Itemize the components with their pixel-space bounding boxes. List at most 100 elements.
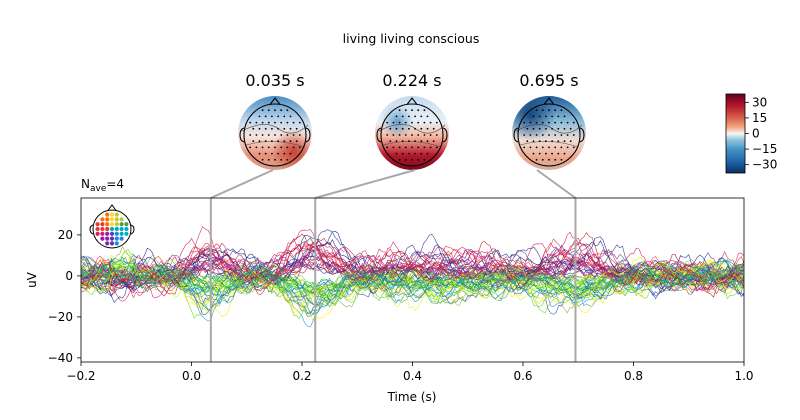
sensor-dot [426,152,429,155]
topomap-contour [515,124,583,134]
sensor-dot [264,127,267,130]
channel-trace [81,264,744,299]
sensor-dot [258,140,261,143]
sensor-dot [283,115,286,118]
sensor-dot [398,146,401,149]
sensor-dot [249,146,252,149]
sensor-dot [535,134,538,136]
channel-trace [81,256,744,301]
sensor-dot [271,115,273,118]
sensor-dot [392,146,395,149]
sensor-dot [560,121,563,124]
sensor-dot [535,146,538,149]
sensor-dot [295,140,298,143]
sensor-dot [280,121,283,124]
sensor-dot [408,115,410,118]
sensor-dot [423,158,426,161]
nave-sub: ave [90,184,107,194]
sensor-dot [563,115,566,118]
topomap-1: 0.224 s [375,71,449,170]
sensor-dot [392,121,395,124]
sensor-dot [404,121,407,124]
topomap-contour [519,141,579,148]
sensor-dot [401,140,404,143]
sensor-dot [435,121,438,124]
sensor-dot [563,140,566,143]
inset-sensor-dot [114,222,119,227]
sensor-dot [532,115,535,118]
sensor-dot [261,121,264,124]
channel-trace [81,254,744,315]
sensor-dot [532,140,535,143]
inset-sensor-dot [105,222,110,227]
sensor-dot [411,134,413,136]
sensor-dot [411,109,413,112]
sensor-dot [404,134,407,136]
sensor-dot [271,127,273,130]
topomap-hotspot [375,96,449,170]
sensor-dot [404,146,407,149]
inset-sensor-dot [100,236,105,241]
inset-sensor-dot [124,226,129,232]
inset-sensor-dot [109,231,115,236]
sensor-dot [267,158,270,161]
sensor-dot [286,134,289,136]
time-connector [210,169,274,199]
sensor-dot [274,158,276,161]
sensor-position-inset [89,204,135,249]
sensor-dot [277,140,279,143]
sensor-dot [557,140,560,143]
sensor-dot [249,121,252,124]
sensor-dot [414,127,416,130]
inset-left-ear [89,224,94,235]
sensor-dot [298,121,301,124]
sensor-dot [538,115,541,118]
inset-sensor-dot [100,222,105,227]
sensor-dot [535,109,538,112]
sensor-dot [532,127,535,130]
sensor-dot [557,127,560,130]
sensor-dot [554,146,557,149]
sensor-dot [548,158,550,161]
sensor-dot [401,127,404,130]
sensor-dot [252,140,255,143]
inset-sensor-dot [105,212,110,217]
sensor-dot [560,109,563,112]
left-ear-outline [239,127,245,143]
sensor-dot [560,134,563,136]
sensor-dot [411,158,413,161]
sensor-dot [523,146,526,149]
sensor-dot [526,127,529,130]
left-ear-outline [513,127,519,143]
inset-sensor-dot [109,222,115,227]
sensor-dot [535,121,538,124]
colorbar-gradient [725,93,746,174]
inset-right-ear [130,224,135,235]
sensor-dot [551,115,553,118]
sensor-dot [286,109,289,112]
nave-value: =4 [106,177,124,191]
inset-sensor-dot [114,241,119,246]
sensor-dot [435,146,438,149]
sensor-dot [569,140,572,143]
topomap-row: 0.035 s 0.224 s 0.695 s [238,71,586,170]
sensor-dot [411,146,413,149]
inset-sensor-dot [105,236,110,241]
figure-title: living living conscious [343,31,480,46]
sensor-dot [255,121,258,124]
sensor-dot [408,140,410,143]
sensor-dot [289,140,292,143]
inset-sensor-dot [124,231,129,236]
y-tick-label: −20 [48,310,73,324]
inset-sensor-dot [114,212,119,217]
sensor-dot [395,152,398,155]
sensor-dot [277,152,279,155]
sensor-dot [386,146,389,149]
sensor-dot [411,121,413,124]
time-connector [314,169,416,199]
sensor-dot [267,134,270,136]
sensor-dot [572,146,575,149]
nose-outline [406,97,418,105]
head-outline [517,103,581,167]
